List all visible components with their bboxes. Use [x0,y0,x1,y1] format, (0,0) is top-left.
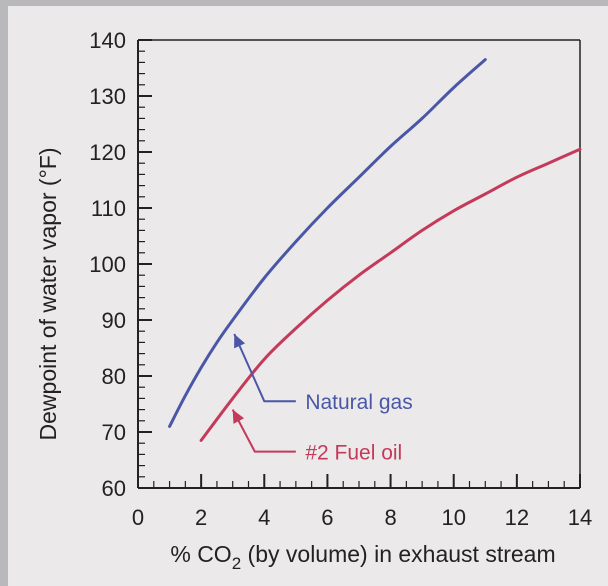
y-tick-label: 110 [91,196,126,221]
natural-gas-label: Natural gas [305,391,412,414]
fuel-oil-label: #2 Fuel oil [305,442,402,465]
natural-gas-arrowhead [234,334,246,349]
x-tick-label: 6 [321,505,333,530]
x-tick-label: 0 [132,505,144,530]
x-tick-label: 10 [441,505,465,530]
y-tick-label: 80 [102,364,126,389]
fuel-oil-leader [231,409,296,453]
tick-marks: 60 70 80 90 100 110 120 130 140 0 2 4 6 8 10 12 14 [89,28,592,530]
chart-axes [137,39,581,489]
x-axis-title-prefix: % CO [170,541,231,567]
series-line-fuel-oil [199,147,582,442]
y-tick-label: 140 [89,28,126,53]
page-background: 60 70 80 90 100 110 120 130 140 0 2 4 6 8 10 12 14 Natur… [8,6,608,586]
fuel-oil-arrowhead [232,409,245,424]
x-axis-title-suffix: (by volume) in exhaust stream [241,541,555,567]
y-tick-label: 130 [89,84,126,109]
x-axis-title-subscript: 2 [232,554,241,573]
y-tick-label: 60 [102,476,126,501]
y-tick-label: 100 [89,252,126,277]
x-tick-label: 2 [195,505,207,530]
series-lines [168,58,582,442]
y-tick-label: 120 [89,140,126,165]
series-line-natural-gas [168,58,487,428]
y-tick-label: 90 [102,308,126,333]
x-tick-label: 14 [568,505,592,530]
dewpoint-chart: 60 70 80 90 100 110 120 130 140 0 2 4 6 8 10 12 14 Natur… [35,28,592,573]
x-tick-label: 4 [258,505,270,530]
x-axis-title: % CO2 (by volume) in exhaust stream [170,541,555,573]
y-axis-title: Dewpoint of water vapor (°F) [35,148,61,441]
x-tick-label: 8 [384,505,396,530]
series-annotations: Natural gas #2 Fuel oil [231,333,413,465]
natural-gas-leader [233,333,296,403]
y-tick-label: 70 [102,420,126,445]
x-tick-label: 12 [505,505,529,530]
